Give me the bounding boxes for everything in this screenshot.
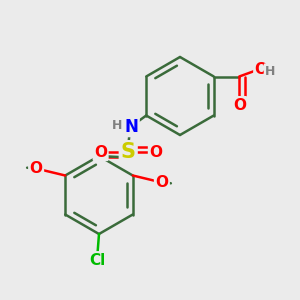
- Text: O: O: [233, 98, 246, 112]
- Text: Cl: Cl: [89, 253, 106, 268]
- Text: O: O: [30, 161, 43, 176]
- Text: N: N: [124, 118, 138, 136]
- Text: O: O: [94, 145, 107, 160]
- Text: H: H: [265, 64, 275, 78]
- Text: O: O: [149, 145, 162, 160]
- Text: O: O: [255, 62, 268, 77]
- Text: S: S: [121, 142, 136, 162]
- Text: H: H: [112, 118, 122, 132]
- Text: O: O: [155, 175, 168, 190]
